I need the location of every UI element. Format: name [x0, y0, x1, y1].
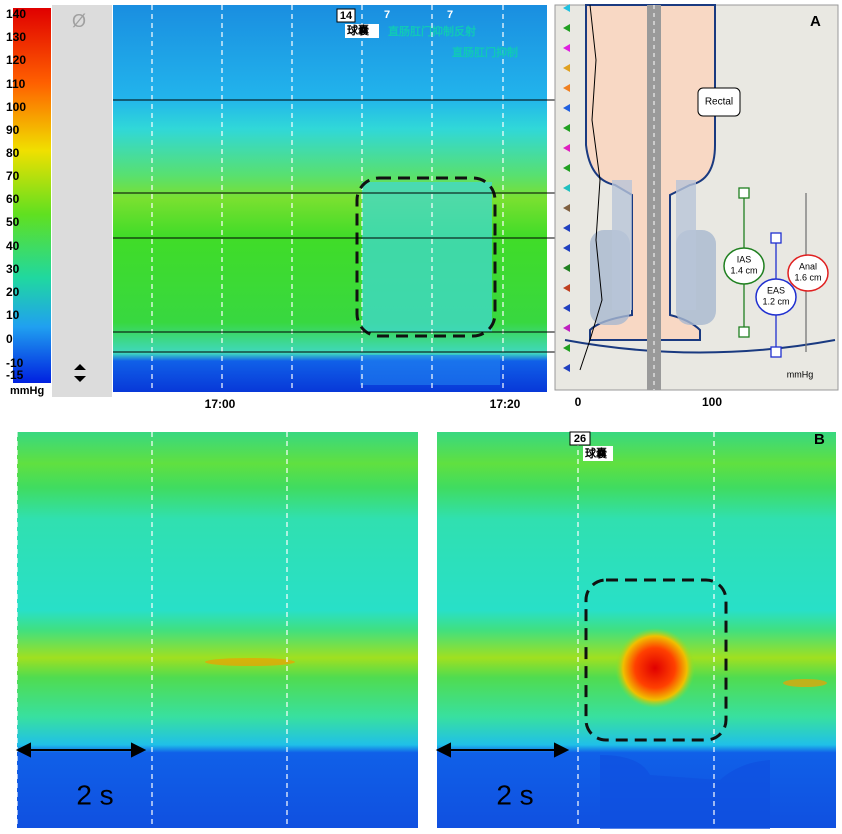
scale-bar-label: 2 s	[76, 779, 113, 810]
scale-arrows	[15, 742, 570, 758]
relaxation-region	[360, 355, 500, 385]
scale-label: 140	[6, 7, 26, 21]
scale-label: 30	[6, 262, 20, 276]
event-label: 直肠肛门抑制	[452, 45, 518, 59]
scale-unit: mmHg	[10, 385, 44, 397]
scale-label: 60	[6, 192, 20, 206]
event-number: 7	[447, 9, 453, 21]
diagram-axis-label: 100	[702, 395, 722, 409]
sphincter	[612, 180, 632, 310]
scale-arrows	[74, 364, 86, 382]
event-number	[336, 8, 356, 23]
rectal-label-box	[697, 87, 741, 117]
scale-label: 20	[6, 285, 20, 299]
pressure-peak	[615, 628, 695, 708]
event-number: 26	[574, 433, 586, 445]
pressure-profile	[579, 4, 603, 371]
scale-label: 40	[6, 239, 20, 253]
event-label-bg	[345, 24, 379, 38]
relaxation-region	[600, 755, 770, 830]
ias-name: IAS	[737, 254, 752, 264]
eas-name: EAS	[767, 285, 785, 295]
scale-label: 10	[6, 308, 20, 322]
panel-label: B	[814, 431, 825, 448]
event-number: 14	[340, 10, 353, 22]
scale-label: -10	[6, 356, 24, 370]
relaxation-region	[362, 182, 492, 332]
anal-name: Anal	[799, 261, 817, 271]
rectal-label: Rectal	[705, 97, 733, 108]
sensor-markers	[563, 4, 570, 372]
anal-outline	[564, 339, 836, 354]
scale-label: -15	[6, 368, 24, 382]
ias-badge	[723, 247, 765, 285]
scale-label: 90	[6, 123, 20, 137]
scale-label: 50	[6, 215, 20, 229]
scale-label: 70	[6, 169, 20, 183]
scale-bar-label: 2 s	[496, 779, 533, 810]
highlight-box	[584, 578, 728, 742]
event-label: 球囊	[585, 446, 608, 460]
diagram-unit: mmHg	[787, 369, 814, 379]
scale-label: 110	[6, 77, 26, 91]
event-label: 球囊	[347, 23, 370, 37]
scale-label: 80	[6, 146, 20, 160]
anal-length: 1.6 cm	[794, 272, 821, 282]
eas-length: 1.2 cm	[762, 296, 789, 306]
heatmap-b-left	[17, 432, 418, 828]
scale-label: 0	[6, 332, 13, 346]
event-number: 7	[384, 9, 390, 21]
scale-symbol: Ø	[72, 11, 86, 31]
anal-badge	[787, 254, 829, 292]
scale-label: 130	[6, 30, 26, 44]
time-label: 17:20	[490, 397, 521, 411]
scale-label: 120	[6, 53, 26, 67]
color-bar	[13, 8, 51, 383]
eas-badge	[755, 278, 797, 316]
event-label: 直肠肛门抑制反射	[388, 24, 476, 38]
diagram-axis-label: 0	[575, 395, 582, 409]
event-number	[569, 431, 591, 446]
heat-spot	[205, 658, 295, 666]
scale-label: 100	[6, 100, 26, 114]
gray-strip	[52, 5, 112, 397]
highlight-box	[355, 176, 497, 338]
ias-length: 1.4 cm	[730, 265, 757, 275]
event-label-bg	[583, 446, 613, 461]
time-grid	[16, 432, 715, 828]
time-label: 17:00	[205, 397, 236, 411]
sphincter	[676, 180, 696, 310]
panel-label: A	[810, 13, 821, 30]
heat-spot	[783, 679, 827, 687]
time-grid	[151, 5, 504, 392]
